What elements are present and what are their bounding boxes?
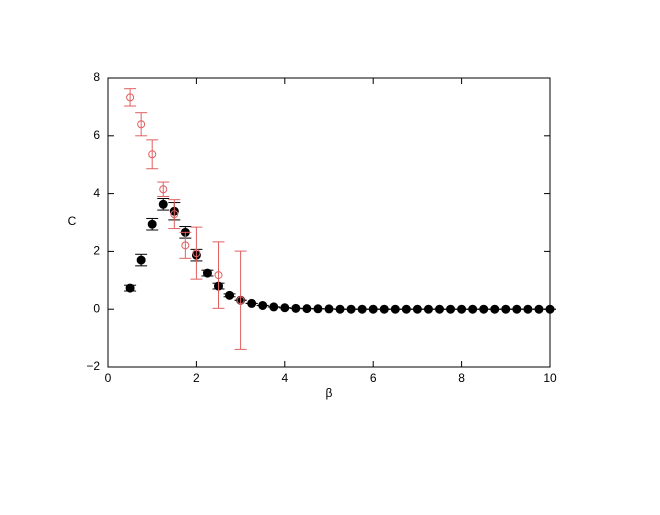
data-point [137,120,146,129]
data-point [390,304,400,314]
error-bar [234,250,247,350]
error-bar [190,226,203,280]
data-point [324,304,334,314]
data-point [435,304,444,314]
data-point [192,249,201,258]
data-point [225,290,235,300]
error-bar [146,139,159,170]
data-point [401,304,411,314]
data-point [534,304,544,314]
data-point [158,199,168,209]
data-point [346,304,356,314]
data-point [379,304,389,314]
x-tick-label: 2 [193,371,200,385]
data-point [125,283,135,293]
data-point [136,255,146,265]
data-point [202,268,212,278]
data-point [181,241,190,250]
data-point [280,303,290,313]
data-point [446,304,456,314]
data-point [170,210,179,219]
data-point [148,150,157,159]
data-point [147,219,157,229]
data-point [368,304,378,314]
error-bar [157,181,170,197]
data-point [357,304,367,314]
error-bar [179,231,192,259]
data-point [247,298,257,308]
y-tick-label: 0 [93,301,100,315]
x-tick-label: 4 [281,371,288,385]
data-point [269,302,279,312]
data-point [545,304,555,314]
data-point [512,304,522,314]
data-point [412,304,422,314]
error-bar [168,199,181,230]
plot-frame [107,77,551,368]
data-point [490,304,500,314]
data-point [258,300,268,310]
data-point [159,185,168,194]
y-tick-label: −2 [86,359,100,373]
y-axis-label: C [68,214,77,228]
x-tick-label: 0 [105,371,112,385]
data-point [291,303,301,313]
x-tick-label: 10 [543,371,557,385]
error-bar [135,112,148,137]
data-point [457,304,467,314]
y-tick-label: 6 [93,128,100,142]
data-point [335,304,345,314]
x-tick-label: 6 [370,371,377,385]
y-tick-label: 2 [93,244,100,258]
data-point [468,304,478,314]
data-point [214,271,223,280]
data-point [302,304,312,314]
data-point [501,304,511,314]
data-point [423,304,433,314]
x-axis-label: β [326,386,333,400]
y-tick-label: 8 [93,70,100,84]
data-point [126,93,135,102]
error-bar [212,241,225,309]
x-tick-label: 8 [458,371,465,385]
error-bar [124,88,137,107]
y-tick-label: 4 [93,186,100,200]
data-point [313,304,323,314]
data-point [523,304,533,314]
data-point [236,296,245,305]
data-point [479,304,489,314]
